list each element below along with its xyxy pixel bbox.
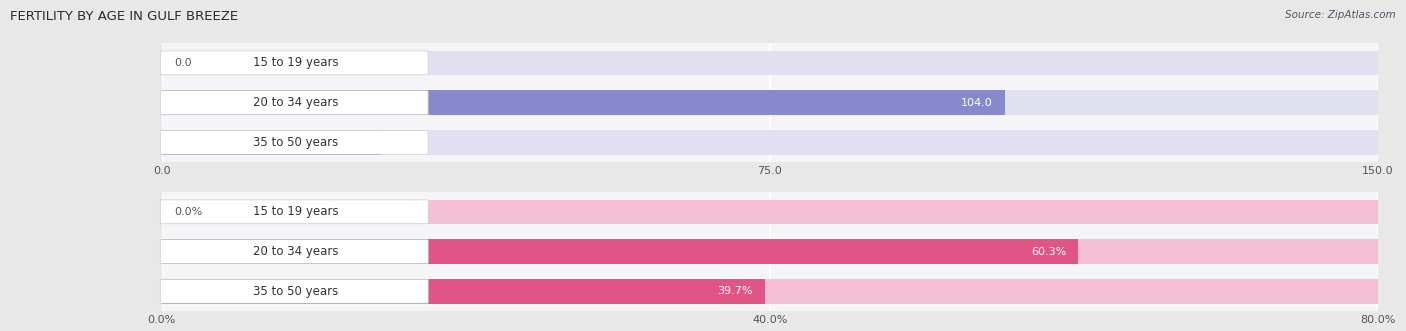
Bar <box>162 279 765 304</box>
Bar <box>162 90 1005 115</box>
Text: 0.0%: 0.0% <box>174 207 202 217</box>
Text: 104.0: 104.0 <box>962 98 993 108</box>
Bar <box>162 200 1378 224</box>
FancyBboxPatch shape <box>160 130 427 154</box>
Bar <box>162 279 1378 304</box>
Text: 27.0: 27.0 <box>343 137 368 147</box>
Text: 35 to 50 years: 35 to 50 years <box>253 285 337 298</box>
FancyBboxPatch shape <box>160 51 427 75</box>
Text: 20 to 34 years: 20 to 34 years <box>253 96 339 109</box>
FancyBboxPatch shape <box>160 279 429 303</box>
FancyBboxPatch shape <box>160 240 429 263</box>
Text: 0.0: 0.0 <box>174 58 191 68</box>
Text: 35 to 50 years: 35 to 50 years <box>253 136 337 149</box>
Text: 60.3%: 60.3% <box>1031 247 1066 257</box>
Bar <box>162 239 1078 264</box>
Bar <box>162 239 1378 264</box>
Bar <box>162 51 1378 75</box>
Text: 15 to 19 years: 15 to 19 years <box>253 205 339 218</box>
Text: Source: ZipAtlas.com: Source: ZipAtlas.com <box>1285 10 1396 20</box>
Text: 15 to 19 years: 15 to 19 years <box>253 56 339 70</box>
Text: 20 to 34 years: 20 to 34 years <box>253 245 339 258</box>
Bar <box>162 90 1378 115</box>
Text: FERTILITY BY AGE IN GULF BREEZE: FERTILITY BY AGE IN GULF BREEZE <box>10 10 238 23</box>
Bar <box>162 130 1378 155</box>
FancyBboxPatch shape <box>160 200 429 224</box>
Bar <box>162 130 381 155</box>
Text: 39.7%: 39.7% <box>717 286 754 296</box>
FancyBboxPatch shape <box>160 91 427 115</box>
